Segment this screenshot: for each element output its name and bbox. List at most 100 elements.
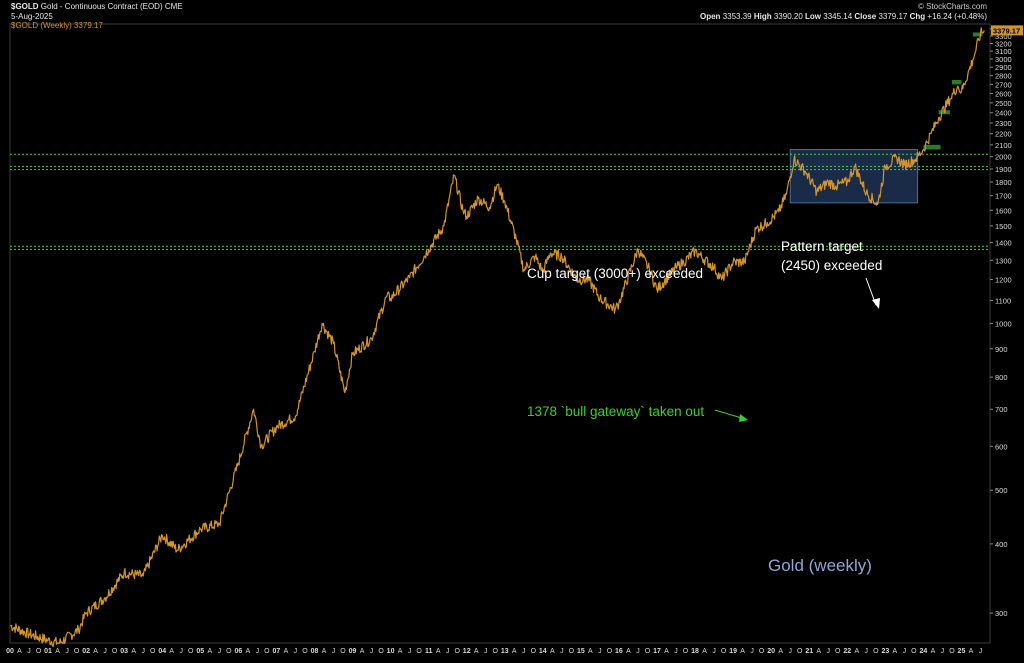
- x-tick-label: A: [588, 648, 593, 655]
- y-tick-label: 1300: [995, 256, 1012, 265]
- description: Gold - Continuous Contract (EOD): [40, 2, 163, 11]
- y-tick-label: 2200: [995, 130, 1012, 139]
- last-price-badge-label: 3379.17: [993, 26, 1020, 35]
- x-tick-label: A: [816, 648, 821, 655]
- x-tick-label: 07: [273, 648, 281, 655]
- y-tick-label: 2600: [995, 89, 1012, 98]
- x-tick-label: J: [180, 648, 184, 655]
- x-tick-label: 01: [44, 648, 52, 655]
- y-tick-label: 2500: [995, 99, 1012, 108]
- x-tick-label: O: [378, 648, 384, 655]
- x-tick-label: 09: [349, 648, 357, 655]
- x-tick-label: J: [332, 648, 336, 655]
- x-tick-label: O: [302, 648, 308, 655]
- y-tick-label: 1500: [995, 222, 1012, 231]
- x-tick-label: A: [664, 648, 669, 655]
- date-label: 5-Aug-2025: [11, 12, 53, 21]
- x-tick-label: 15: [577, 648, 585, 655]
- cup-target-annotation: Cup target (3000+) exceeded: [527, 266, 703, 281]
- x-tick-label: A: [740, 648, 745, 655]
- target-box: [972, 32, 983, 37]
- x-tick-label: J: [256, 648, 260, 655]
- x-tick-label: A: [17, 648, 22, 655]
- y-tick-label: 500: [995, 486, 1008, 495]
- y-tick-label: 400: [995, 540, 1008, 549]
- symbol-line: $GOLD Gold - Continuous Contract (EOD) C…: [11, 2, 183, 11]
- x-tick-label: 19: [729, 648, 737, 655]
- x-tick-label: J: [522, 648, 526, 655]
- y-tick-label: 1600: [995, 206, 1012, 215]
- pattern-target-annotation-line1: Pattern target: [781, 239, 863, 254]
- x-tick-label: 08: [311, 648, 319, 655]
- x-tick-label: A: [778, 648, 783, 655]
- y-tick-label: 2800: [995, 72, 1012, 81]
- x-tick-label: J: [865, 648, 869, 655]
- x-tick-label: O: [36, 648, 42, 655]
- x-tick-label: A: [931, 648, 936, 655]
- x-tick-label: A: [246, 648, 251, 655]
- pattern-target-annotation-line2: (2450) exceeded: [781, 258, 882, 273]
- x-tick-label: O: [493, 648, 499, 655]
- bull-gateway-arrowhead: [739, 414, 748, 422]
- x-tick-label: O: [188, 648, 194, 655]
- pattern-target-arrowhead: [872, 298, 880, 309]
- x-tick-label: J: [941, 648, 945, 655]
- y-tick-label: 800: [995, 373, 1008, 382]
- y-tick-label: 300: [995, 609, 1008, 618]
- y-tick-label: 3200: [995, 39, 1012, 48]
- x-tick-label: J: [750, 648, 754, 655]
- y-tick-label: 2400: [995, 109, 1012, 118]
- x-tick-label: 21: [805, 648, 813, 655]
- x-tick-label: O: [416, 648, 422, 655]
- x-tick-label: 18: [691, 648, 699, 655]
- x-tick-label: 00: [6, 648, 14, 655]
- x-tick-label: A: [398, 648, 403, 655]
- y-tick-label: 2900: [995, 63, 1012, 72]
- x-tick-label: A: [436, 648, 441, 655]
- y-tick-label: 3100: [995, 47, 1012, 56]
- x-tick-label: J: [141, 648, 145, 655]
- x-tick-label: O: [74, 648, 80, 655]
- y-tick-label: 700: [995, 405, 1008, 414]
- x-tick-label: O: [835, 648, 841, 655]
- y-tick-label: 1400: [995, 238, 1012, 247]
- x-tick-label: 11: [425, 648, 433, 655]
- last-price-badge: [991, 25, 1023, 36]
- x-tick-label: O: [683, 648, 689, 655]
- y-tick-label: 1000: [995, 319, 1012, 328]
- x-tick-label: A: [854, 648, 859, 655]
- y-tick-label: 1900: [995, 165, 1012, 174]
- x-tick-label: O: [264, 648, 270, 655]
- bull-gateway-annotation: 1378 `bull gateway` taken out: [527, 404, 704, 419]
- x-tick-label: O: [454, 648, 460, 655]
- brand-label: © StockCharts.com: [917, 2, 987, 11]
- x-tick-label: J: [408, 648, 412, 655]
- x-tick-label: J: [903, 648, 907, 655]
- x-tick-label: A: [893, 648, 898, 655]
- x-tick-label: J: [827, 648, 831, 655]
- price-line: [9, 27, 985, 648]
- x-tick-label: J: [27, 648, 31, 655]
- x-tick-label: O: [150, 648, 156, 655]
- x-tick-label: A: [93, 648, 98, 655]
- x-tick-label: O: [531, 648, 537, 655]
- x-tick-label: 10: [387, 648, 395, 655]
- y-tick-label: 1700: [995, 192, 1012, 201]
- y-tick-label: 600: [995, 442, 1008, 451]
- symbol: $GOLD: [11, 2, 39, 11]
- x-tick-label: 22: [843, 648, 851, 655]
- x-tick-label: 16: [615, 648, 623, 655]
- y-tick-label: 3000: [995, 55, 1012, 64]
- target-box: [923, 144, 941, 150]
- chart-name-label: Gold (weekly): [768, 556, 872, 575]
- y-tick-label: 1200: [995, 276, 1012, 285]
- x-tick-label: O: [112, 648, 118, 655]
- x-tick-label: 23: [881, 648, 889, 655]
- x-tick-label: 02: [82, 648, 90, 655]
- x-tick-label: O: [949, 648, 955, 655]
- x-tick-label: O: [607, 648, 613, 655]
- x-tick-label: J: [560, 648, 564, 655]
- x-tick-label: J: [674, 648, 678, 655]
